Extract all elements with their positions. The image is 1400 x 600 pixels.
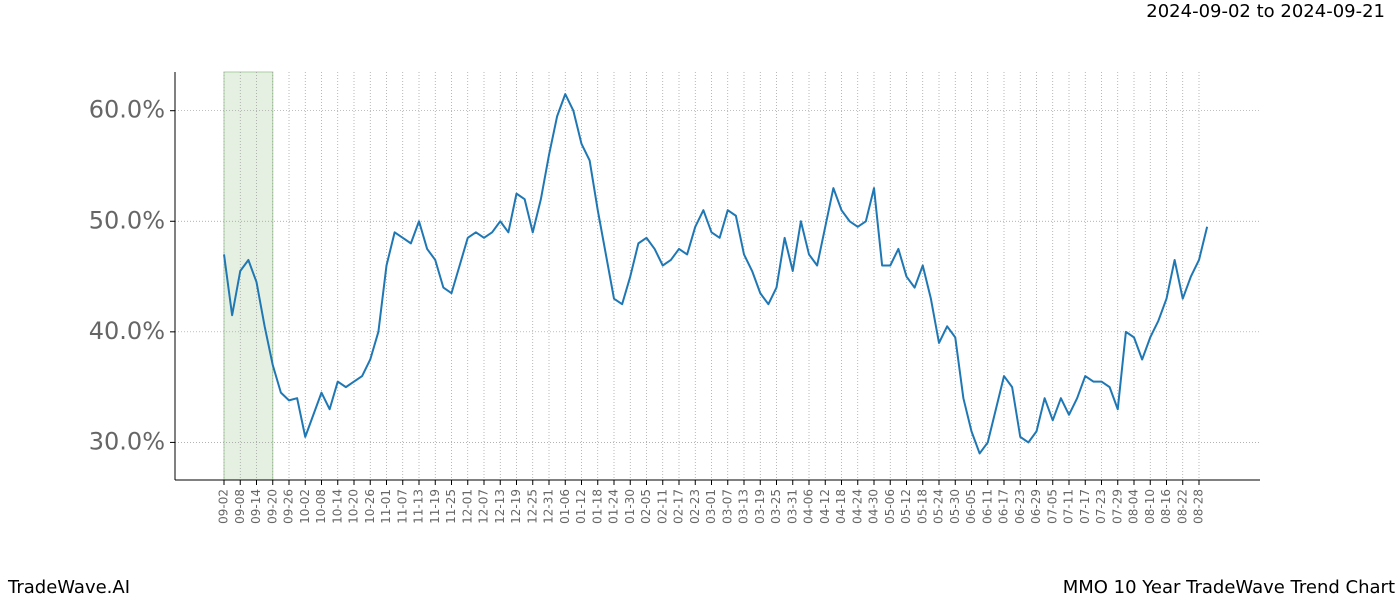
- x-tick-label: 09-02: [217, 489, 231, 524]
- x-tick-label: 06-05: [964, 489, 978, 524]
- x-tick-label: 03-31: [785, 489, 799, 524]
- x-tick-label: 01-18: [590, 489, 604, 524]
- x-tick-label: 07-23: [1094, 489, 1108, 524]
- x-tick-label: 04-24: [850, 489, 864, 524]
- x-tick-label: 08-22: [1175, 489, 1189, 524]
- x-tick-label: 12-01: [460, 489, 474, 524]
- y-tick-label: 50.0%: [89, 206, 165, 234]
- x-tick-label: 01-30: [623, 489, 637, 524]
- x-tick-label: 02-17: [672, 489, 686, 524]
- x-tick-label: 10-20: [347, 489, 361, 524]
- x-tick-label: 11-19: [428, 489, 442, 524]
- x-tick-label: 08-28: [1192, 489, 1206, 524]
- x-tick-label: 03-01: [704, 489, 718, 524]
- x-tick-label: 12-25: [525, 489, 539, 524]
- highlight-region: [223, 71, 274, 481]
- chart-subtitle: 2024-09-02 to 2024-09-21: [1146, 1, 1385, 22]
- x-tick-label: 07-29: [1110, 489, 1124, 524]
- chart-title: MMO 10 Year TradeWave Trend Chart: [1063, 577, 1395, 598]
- x-tick-label: 08-16: [1159, 489, 1173, 524]
- x-tick-label: 06-17: [997, 489, 1011, 524]
- y-tick-label: 30.0%: [89, 427, 165, 455]
- x-tick-label: 05-18: [915, 489, 929, 524]
- x-tick-label: 07-05: [1045, 489, 1059, 524]
- x-tick-label: 12-07: [477, 489, 491, 524]
- x-tick-label: 09-20: [265, 489, 279, 524]
- x-tick-label: 10-14: [330, 489, 344, 524]
- x-tick-label: 09-08: [233, 489, 247, 524]
- x-tick-label: 08-10: [1143, 489, 1157, 524]
- x-tick-label: 12-31: [542, 489, 556, 524]
- x-tick-label: 05-24: [932, 489, 946, 524]
- y-tick-label: 60.0%: [89, 96, 165, 124]
- x-tick-label: 09-14: [249, 489, 263, 524]
- x-tick-label: 04-06: [802, 489, 816, 524]
- x-tick-label: 03-13: [737, 489, 751, 524]
- x-tick-label: 12-13: [493, 489, 507, 524]
- x-tick-label: 01-24: [607, 489, 621, 524]
- x-tick-label: 09-26: [282, 489, 296, 524]
- source-label: TradeWave.AI: [7, 577, 130, 598]
- x-tick-label: 06-11: [980, 489, 994, 524]
- x-tick-label: 10-26: [363, 489, 377, 524]
- x-tick-label: 04-12: [818, 489, 832, 524]
- x-tick-label: 12-19: [509, 489, 523, 524]
- x-tick-label: 03-07: [720, 489, 734, 524]
- x-tick-label: 11-13: [412, 489, 426, 524]
- x-tick-label: 05-12: [899, 489, 913, 524]
- trend-line: [223, 93, 1209, 455]
- x-tick-label: 02-05: [639, 489, 653, 524]
- y-tick-label: 40.0%: [89, 317, 165, 345]
- x-tick-label: 10-08: [314, 489, 328, 524]
- x-tick-label: 01-12: [574, 489, 588, 524]
- x-tick-label: 02-23: [688, 489, 702, 524]
- x-tick-label: 06-29: [1029, 489, 1043, 524]
- x-tick-label: 03-19: [753, 489, 767, 524]
- x-tick-label: 05-30: [948, 489, 962, 524]
- x-tick-label: 06-23: [1013, 489, 1027, 524]
- x-tick-label: 08-04: [1127, 489, 1141, 524]
- x-tick-label: 11-25: [444, 489, 458, 524]
- x-tick-label: 11-07: [395, 489, 409, 524]
- x-tick-label: 04-30: [867, 489, 881, 524]
- x-tick-label: 05-06: [883, 489, 897, 524]
- x-tick-label: 01-06: [558, 489, 572, 524]
- x-tick-label: 03-25: [769, 489, 783, 524]
- x-tick-label: 07-11: [1062, 489, 1076, 524]
- x-tick-label: 10-02: [298, 489, 312, 524]
- x-tick-label: 02-11: [655, 489, 669, 524]
- x-tick-label: 11-01: [379, 489, 393, 524]
- x-tick-label: 04-18: [834, 489, 848, 524]
- x-tick-label: 07-17: [1078, 489, 1092, 524]
